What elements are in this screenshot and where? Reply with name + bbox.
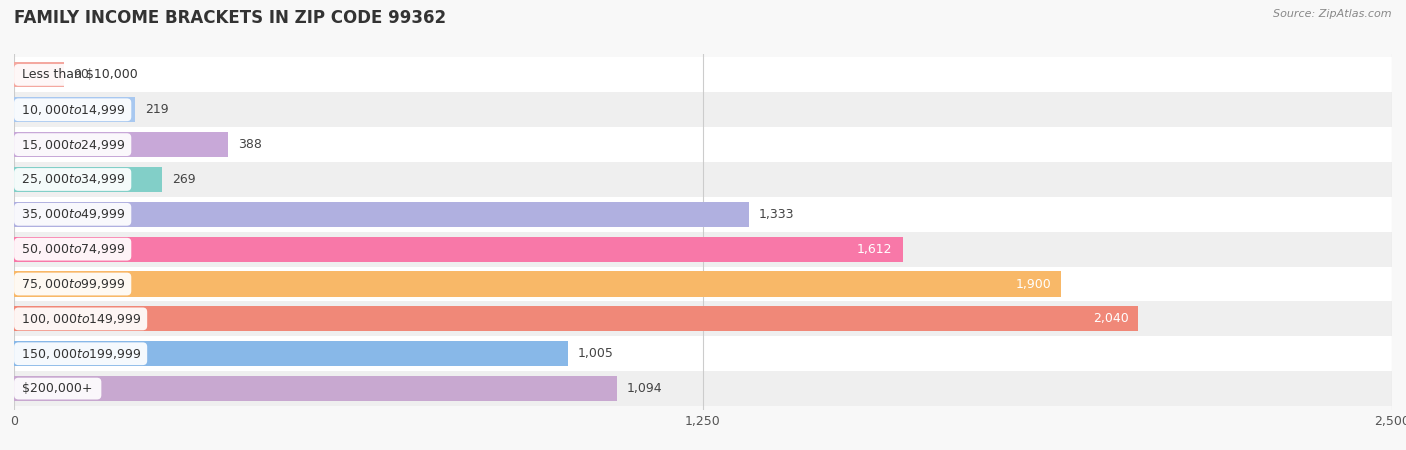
Text: 269: 269 [173,173,195,186]
Bar [14,97,135,122]
Bar [14,162,1392,197]
Bar [14,132,228,157]
Bar [14,63,63,87]
Text: 90: 90 [73,68,90,81]
Text: Less than $10,000: Less than $10,000 [18,68,142,81]
Text: 1,005: 1,005 [578,347,614,360]
Bar [14,237,903,262]
Text: 1,612: 1,612 [858,243,893,256]
Text: $10,000 to $14,999: $10,000 to $14,999 [18,103,127,117]
Bar [14,58,1392,92]
Bar [14,92,1392,127]
Bar [14,202,749,227]
Text: 1,094: 1,094 [627,382,662,395]
Text: $100,000 to $149,999: $100,000 to $149,999 [18,312,143,326]
Text: 388: 388 [238,138,262,151]
Text: FAMILY INCOME BRACKETS IN ZIP CODE 99362: FAMILY INCOME BRACKETS IN ZIP CODE 99362 [14,9,446,27]
Text: $35,000 to $49,999: $35,000 to $49,999 [18,207,127,221]
Text: 2,040: 2,040 [1092,312,1129,325]
Bar [14,167,162,192]
Text: 1,333: 1,333 [759,208,794,221]
Text: Source: ZipAtlas.com: Source: ZipAtlas.com [1274,9,1392,19]
Text: 1,900: 1,900 [1015,278,1052,291]
Bar [14,232,1392,266]
Bar [14,197,1392,232]
Text: $150,000 to $199,999: $150,000 to $199,999 [18,347,143,361]
Text: $50,000 to $74,999: $50,000 to $74,999 [18,242,127,256]
Bar [14,371,1392,406]
Bar [14,127,1392,162]
Text: 219: 219 [145,103,169,116]
Text: $75,000 to $99,999: $75,000 to $99,999 [18,277,127,291]
Bar [14,306,1139,332]
Bar [14,376,617,401]
Bar [14,341,568,366]
Text: $15,000 to $24,999: $15,000 to $24,999 [18,138,127,152]
Text: $25,000 to $34,999: $25,000 to $34,999 [18,172,127,186]
Bar [14,266,1392,302]
Bar [14,302,1392,336]
Bar [14,336,1392,371]
Text: $200,000+: $200,000+ [18,382,97,395]
Bar [14,271,1062,297]
